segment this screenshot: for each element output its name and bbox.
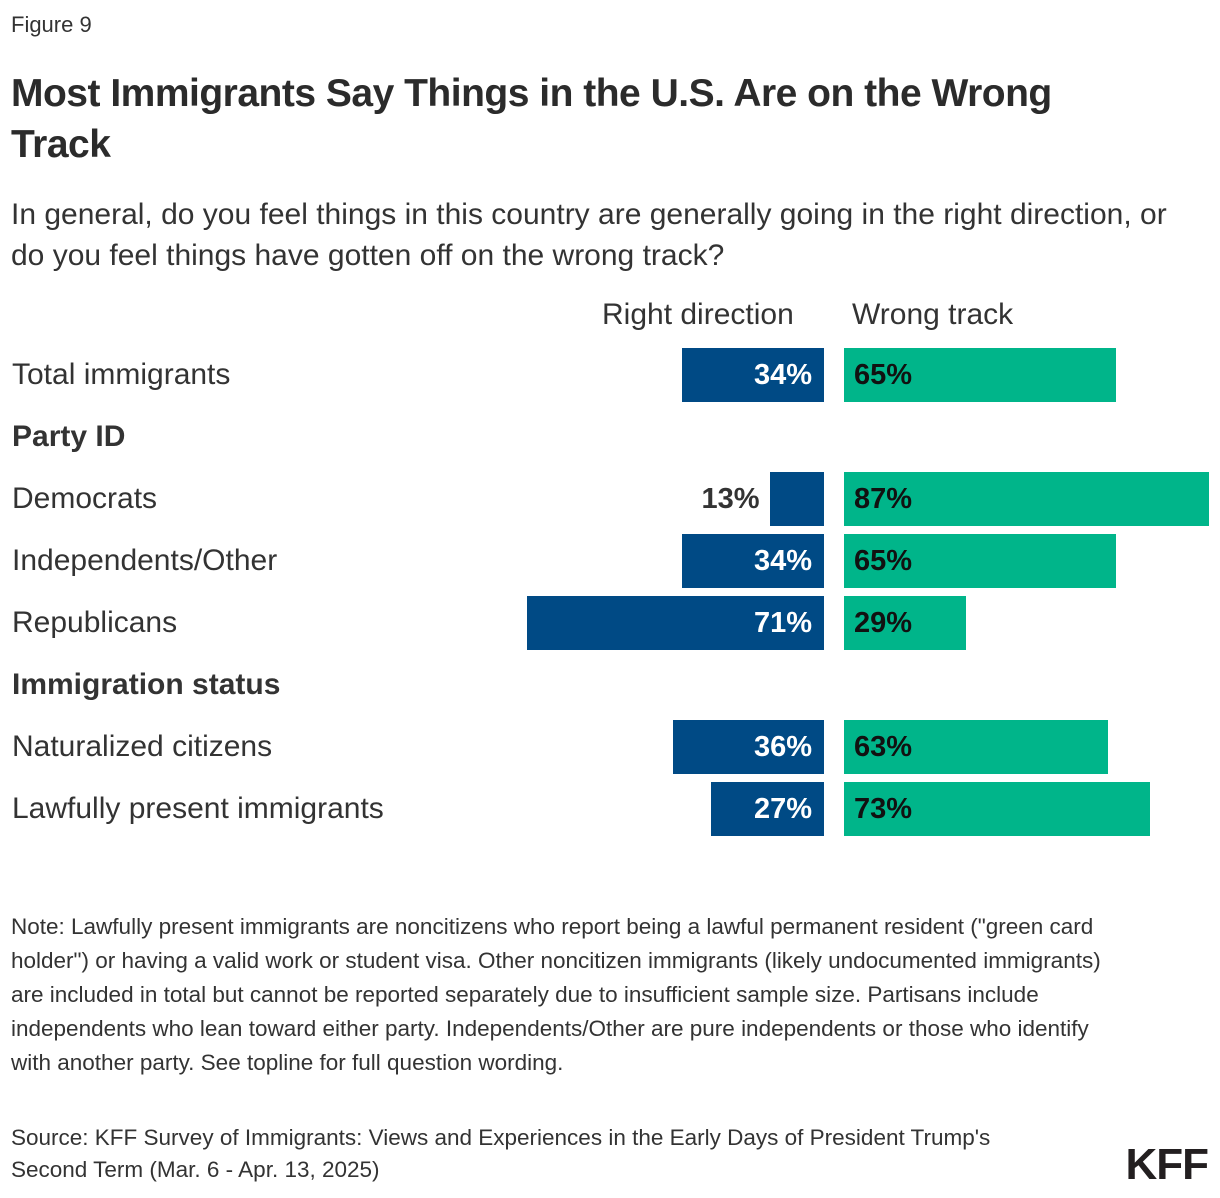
legend-right-direction: Right direction [602, 298, 794, 331]
chart-note: Note: Lawfully present immigrants are no… [11, 914, 1101, 1075]
chart-title: Most Immigrants Say Things in the U.S. A… [11, 72, 1052, 166]
section-heading: Party ID [12, 420, 126, 453]
value-label-right-direction: 34% [753, 545, 812, 577]
value-label-wrong-track: 73% [854, 793, 913, 825]
bar-wrong-track [844, 720, 1108, 774]
bar-wrong-track [844, 596, 966, 650]
value-label-right-direction: 36% [753, 731, 812, 763]
row-label: Independents/Other [12, 544, 278, 577]
bar-wrong-track [844, 348, 1117, 402]
row-label: Democrats [12, 482, 158, 515]
bar-wrong-track [844, 534, 1117, 588]
value-label-wrong-track: 63% [854, 731, 913, 763]
bar-wrong-track [844, 472, 1209, 526]
value-label-wrong-track: 65% [854, 545, 913, 577]
legend-wrong-track: Wrong track [852, 298, 1014, 331]
chart-subtitle: In general, do you feel things in this c… [11, 198, 1167, 272]
value-label-right-direction: 27% [753, 793, 812, 825]
row-label: Lawfully present immigrants [12, 792, 384, 825]
value-label-right-direction: 13% [701, 483, 760, 515]
bar-right-direction [526, 596, 824, 650]
row-label: Naturalized citizens [12, 730, 273, 763]
bar-right-direction [769, 472, 824, 526]
bar-right-direction [681, 534, 824, 588]
bar-right-direction [673, 720, 824, 774]
value-label-wrong-track: 65% [854, 359, 913, 391]
chart-source: Source: KFF Survey of Immigrants: Views … [11, 1125, 991, 1182]
bar-right-direction [710, 782, 824, 836]
kff-logo: KFF [1125, 1140, 1209, 1189]
row-label: Republicans [12, 606, 178, 639]
value-label-wrong-track: 87% [854, 483, 913, 515]
bar-wrong-track [844, 782, 1150, 836]
section-heading: Immigration status [12, 668, 281, 701]
value-label-right-direction: 71% [753, 607, 812, 639]
row-label: Total immigrants [12, 358, 231, 391]
bar-right-direction [681, 348, 824, 402]
value-label-wrong-track: 29% [854, 607, 913, 639]
value-label-right-direction: 34% [753, 359, 812, 391]
figure-label: Figure 9 [11, 12, 92, 37]
